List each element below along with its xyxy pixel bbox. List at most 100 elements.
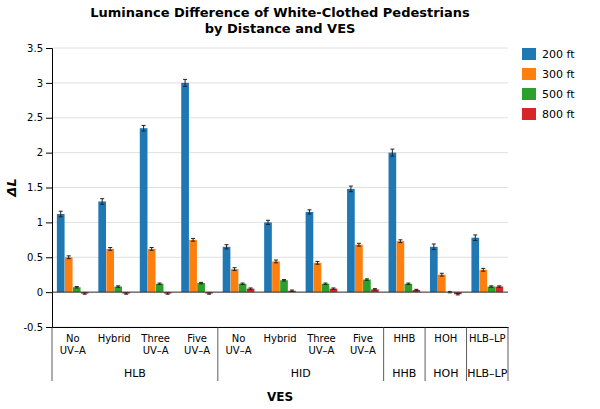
error-bar-cap: [315, 264, 319, 265]
category-group-label: HLB–LP: [467, 367, 508, 380]
error-bar-line: [226, 245, 227, 249]
error-bar-cap: [398, 242, 402, 243]
grid-line: [52, 327, 508, 328]
error-bar: [116, 286, 120, 287]
error-bar: [75, 287, 79, 288]
error-bar-line: [433, 244, 434, 250]
bar: [57, 214, 65, 292]
tick-mark: [46, 257, 52, 258]
error-bar-cap: [150, 250, 154, 251]
bar: [330, 289, 338, 292]
tick: 1.5: [27, 182, 52, 193]
error-bar-cap: [266, 220, 270, 221]
error-bar-cap: [373, 288, 377, 289]
bar: [223, 247, 231, 292]
bar: [197, 283, 205, 292]
tick-label: 2.5: [27, 112, 43, 123]
zero-line: [52, 292, 508, 293]
error-bar: [390, 149, 394, 156]
error-bar: [481, 268, 485, 271]
error-bar-cap: [142, 125, 146, 126]
tick-label-line: No: [66, 333, 80, 344]
legend-item: 500 ft: [522, 88, 575, 101]
tick-label-line: UV–A: [60, 345, 86, 356]
error-bar-cap: [59, 216, 63, 217]
tick-label: NoUV–A: [226, 333, 252, 356]
error-bar-cap: [266, 224, 270, 225]
bar: [405, 284, 413, 292]
bar: [280, 280, 288, 292]
error-bar-cap: [440, 276, 444, 277]
bar: [495, 287, 503, 293]
tick: FiveUV–A: [350, 333, 376, 356]
error-bar: [274, 260, 278, 263]
error-bar-cap: [158, 283, 162, 284]
tick-mark: [46, 48, 52, 49]
tick: HHB: [393, 333, 415, 344]
error-bar-line: [392, 149, 393, 156]
error-bar-cap: [83, 294, 87, 295]
tick-label: ThreeUV–A: [140, 333, 170, 356]
error-bar-cap: [331, 287, 335, 288]
error-bar-cap: [274, 260, 278, 261]
bar: [189, 240, 197, 292]
error-bar-cap: [323, 284, 327, 285]
error-bar-cap: [274, 262, 278, 263]
legend-item: 200 ft: [522, 48, 575, 61]
grid-line: [52, 82, 508, 83]
tick-label: FiveUV–A: [184, 333, 210, 356]
tick-label-line: Hybrid: [98, 333, 131, 344]
error-bar-cap: [406, 283, 410, 284]
grid-line: [52, 48, 508, 49]
tick-label: NoUV–A: [60, 333, 86, 356]
error-bar: [199, 282, 203, 283]
error-bar: [357, 243, 361, 246]
tick-label: -0.5: [23, 322, 43, 333]
error-bar: [233, 268, 237, 271]
error-bar-cap: [241, 283, 245, 284]
bar: [322, 284, 330, 292]
series: [73, 279, 495, 293]
title-line: by Distance and VES: [205, 21, 356, 36]
bar: [239, 284, 247, 292]
error-bar: [290, 290, 294, 291]
error-bar: [100, 199, 104, 205]
error-bar-cap: [116, 285, 120, 286]
error-bar-cap: [373, 290, 377, 291]
error-bar: [124, 293, 128, 294]
tick-label: 2: [37, 147, 43, 158]
group-separator: [466, 327, 467, 381]
error-bar-cap: [199, 282, 203, 283]
bar: [73, 287, 81, 292]
error-bar-cap: [249, 289, 253, 290]
tick-label-line: HLB–LP: [469, 333, 506, 344]
tick-label-line: UV–A: [350, 345, 376, 356]
error-bar: [323, 283, 327, 284]
error-bar: [398, 240, 402, 243]
error-bar-cap: [290, 290, 294, 291]
bar: [314, 263, 322, 292]
bar: [140, 128, 148, 292]
tick: NoUV–A: [226, 333, 252, 356]
error-bar-cap: [307, 214, 311, 215]
error-bar-cap: [150, 247, 154, 248]
error-bar-cap: [440, 273, 444, 274]
error-bar-cap: [390, 156, 394, 157]
error-bar: [315, 261, 319, 264]
error-bar-cap: [59, 211, 63, 212]
bar: [363, 280, 371, 293]
error-bar: [249, 288, 253, 289]
group-separator: [508, 327, 509, 381]
tick-label-line: UV–A: [226, 345, 252, 356]
bar: [347, 189, 355, 292]
error-bar-cap: [489, 287, 493, 288]
error-bar: [440, 273, 444, 276]
grid-line: [52, 257, 508, 258]
tick-label: 1.5: [27, 182, 43, 193]
grid-line: [52, 222, 508, 223]
category-group-label: HLB: [124, 367, 146, 380]
tick-label-line: Five: [353, 333, 373, 344]
error-bar-cap: [473, 240, 477, 241]
error-bar: [414, 289, 418, 290]
grid-line: [52, 117, 508, 118]
